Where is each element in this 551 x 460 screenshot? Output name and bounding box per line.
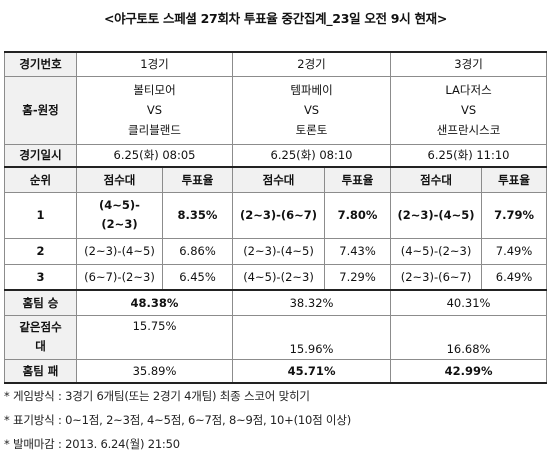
- note-deadline: * 발매마감 : 2013. 6.24(월) 21:50: [4, 437, 180, 451]
- game-3-rank-3-rate: 6.49%: [481, 263, 548, 291]
- draw-label: 같은점수 대: [4, 314, 77, 360]
- matchup-label: 홈-원정: [4, 75, 77, 145]
- game-1-rank-1-rate: 8.35%: [161, 191, 234, 239]
- rank-header: 순위: [4, 166, 77, 193]
- note-notation: * 표기방식 : 0~1점, 2~3점, 4~5점, 6~7점, 8~9점, 1…: [4, 413, 351, 427]
- game-3-rate-header: 투표율: [481, 166, 548, 193]
- draw-label-line1: 같은점수: [19, 320, 62, 334]
- game-1-draw: 15.75%: [75, 314, 234, 360]
- game-1-vs: VS: [146, 103, 163, 117]
- game-2-home-loss: 45.71%: [232, 358, 392, 384]
- game-1-rank-1-score: (4~5)- (2~3): [76, 191, 163, 239]
- game-2-number: 2경기: [232, 51, 392, 77]
- game-2-away-team: 토론토: [295, 123, 328, 137]
- game-1-rate-header: 투표율: [161, 166, 234, 193]
- home-loss-label: 홈팀 패: [4, 358, 77, 384]
- game-1-rank-1-score-line1: (4~5)-: [99, 198, 140, 212]
- rank-2-label: 2: [4, 237, 77, 265]
- game-1-home-win: 48.38%: [75, 289, 234, 316]
- game-3-rank-3-score: (2~3)-(6~7): [390, 263, 483, 291]
- game-3-rank-1-rate: 7.79%: [481, 191, 548, 239]
- game-1-home-loss: 35.89%: [75, 358, 234, 384]
- game-2-rank-2-score: (2~3)-(4~5): [232, 237, 326, 265]
- rank-1-label: 1: [4, 191, 77, 239]
- note-game-method: * 게임방식 : 3경기 6개팀(또는 2경기 4개팀) 최종 스코어 맞히기: [4, 389, 310, 403]
- game-3-matchup: LA다저스 VS 샌프란시스코: [390, 75, 548, 145]
- game-3-number: 3경기: [390, 51, 548, 77]
- game-2-home-win: 38.32%: [232, 289, 392, 316]
- game-2-matchup: 템파베이 VS 토론토: [232, 75, 392, 145]
- game-2-rank-1-rate: 7.80%: [324, 191, 392, 239]
- game-1-home-team: 볼티모어: [133, 83, 176, 97]
- game-2-rank-3-rate: 7.29%: [324, 263, 392, 291]
- game-1-datetime: 6.25(화) 08:05: [75, 143, 234, 168]
- game-1-rank-2-score: (2~3)-(4~5): [76, 237, 163, 265]
- game-3-score-header: 점수대: [390, 166, 483, 193]
- game-1-number: 1경기: [75, 51, 234, 77]
- page-title: <야구토토 스페셜 27회차 투표율 중간집계_23일 오전 9시 현재>: [103, 11, 448, 26]
- game-1-matchup: 볼티모어 VS 클리블랜드: [75, 75, 234, 145]
- game-3-home-win: 40.31%: [390, 289, 548, 316]
- game-1-rank-1-score-line2: (2~3): [101, 217, 138, 231]
- game-1-rank-3-score: (6~7)-(2~3): [76, 263, 163, 291]
- game-3-datetime: 6.25(화) 11:10: [390, 143, 548, 168]
- game-1-away-team: 클리블랜드: [128, 123, 181, 137]
- home-win-label: 홈팀 승: [4, 289, 77, 316]
- game-3-home-loss: 42.99%: [390, 358, 548, 384]
- game-2-vs: VS: [303, 103, 320, 117]
- game-3-rank-2-rate: 7.49%: [481, 237, 548, 265]
- game-number-label: 경기번호: [4, 51, 77, 77]
- game-3-rank-2-score: (4~5)-(2~3): [390, 237, 483, 265]
- game-2-rank-3-score: (4~5)-(2~3): [232, 263, 326, 291]
- game-3-away-team: 샌프란시스코: [436, 123, 501, 137]
- game-1-rank-3-rate: 6.45%: [161, 263, 234, 291]
- game-2-home-team: 템파베이: [290, 83, 333, 97]
- game-2-draw: 15.96%: [232, 314, 392, 360]
- datetime-label: 경기일시: [4, 143, 77, 168]
- rank-3-label: 3: [4, 263, 77, 291]
- game-1-score-header: 점수대: [76, 166, 163, 193]
- draw-label-line2: 대: [35, 339, 46, 353]
- game-3-draw: 16.68%: [390, 314, 548, 360]
- game-3-vs: VS: [460, 103, 477, 117]
- game-2-rank-1-score: (2~3)-(6~7): [232, 191, 326, 239]
- game-2-rate-header: 투표율: [324, 166, 392, 193]
- game-2-datetime: 6.25(화) 08:10: [232, 143, 392, 168]
- game-3-home-team: LA다저스: [445, 83, 492, 97]
- game-3-rank-1-score: (2~3)-(4~5): [390, 191, 483, 239]
- game-2-rank-2-rate: 7.43%: [324, 237, 392, 265]
- vote-rate-table: 경기번호 1경기 2경기 3경기 홈-원정 볼티모어 VS 클리블랜드 템파베이…: [4, 51, 548, 384]
- game-2-score-header: 점수대: [232, 166, 326, 193]
- game-1-rank-2-rate: 6.86%: [161, 237, 234, 265]
